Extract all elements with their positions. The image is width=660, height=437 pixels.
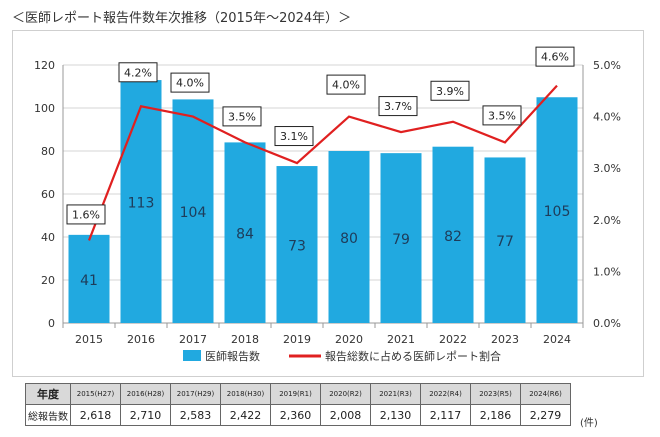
totals-table: 年度 2015(H27) 2016(H28) 2017(H29) 2018(H30) 2… (25, 383, 571, 426)
percent-label: 3.5% (228, 110, 256, 123)
bar-value-label: 77 (496, 234, 514, 250)
table-row-header-total: 総報告数 (26, 405, 71, 426)
bar-value-label: 84 (236, 227, 254, 243)
legend-swatch-bars (183, 350, 201, 361)
percent-label: 4.0% (332, 79, 360, 92)
x-tick-label: 2020 (335, 333, 363, 346)
bar-value-label: 105 (544, 204, 571, 220)
table-row: 総報告数 2,618 2,710 2,583 2,422 2,360 2,008 2,130… (26, 405, 571, 426)
table-header-year: 2019(R1) (271, 384, 321, 405)
page-title: ＜医師レポート報告件数年次推移（2015年～2024年）＞ (12, 7, 351, 26)
table-cell-total: 2,618 (71, 405, 121, 426)
table-cell-total: 2,117 (421, 405, 471, 426)
x-tick-label: 2015 (75, 333, 103, 346)
table-cell-total: 2,710 (121, 405, 171, 426)
table-row-header-year: 年度 (26, 384, 71, 405)
table-header-year: 2022(R4) (421, 384, 471, 405)
table-cell-total: 2,130 (371, 405, 421, 426)
y-tick-right: 0.0% (593, 317, 621, 330)
x-tick-label: 2016 (127, 333, 155, 346)
table-header-year: 2015(H27) (71, 384, 121, 405)
legend-label-bars: 医師報告数 (205, 350, 260, 363)
table-cell-total: 2,279 (521, 405, 571, 426)
combo-chart: 0 20 40 60 80 100 120 0.0% 1.0% 2.0% 3.0% 4.0% 5.0% 2… (13, 31, 643, 376)
bar-value-label: 113 (128, 196, 155, 212)
bar-value-label: 79 (392, 232, 410, 248)
legend-label-line: 報告総数に占める医師レポート割合 (325, 349, 501, 363)
y-tick-left: 40 (41, 231, 55, 244)
x-tick-label: 2024 (543, 333, 571, 346)
percent-label: 3.1% (280, 130, 308, 143)
y-tick-right: 3.0% (593, 162, 621, 175)
x-tick-label: 2023 (491, 333, 519, 346)
percent-label: 4.6% (541, 51, 569, 64)
y-tick-right: 4.0% (593, 111, 621, 124)
y-tick-left: 0 (48, 317, 55, 330)
table-header-year: 2021(R3) (371, 384, 421, 405)
table-cell-total: 2,186 (471, 405, 521, 426)
y-tick-left: 100 (34, 102, 55, 115)
table-header-row: 年度 2015(H27) 2016(H28) 2017(H29) 2018(H30) 2… (26, 384, 571, 405)
table-header-year: 2017(H29) (171, 384, 221, 405)
y-tick-right: 2.0% (593, 214, 621, 227)
table-cell-total: 2,360 (271, 405, 321, 426)
table-header-year: 2018(H30) (221, 384, 271, 405)
y-tick-left: 120 (34, 59, 55, 72)
table-header-year: 2024(R6) (521, 384, 571, 405)
legend: 医師報告数 報告総数に占める医師レポート割合 (183, 349, 501, 363)
bar-value-label: 80 (340, 231, 358, 247)
y-tick-left: 20 (41, 274, 55, 287)
percent-label: 3.9% (436, 85, 464, 98)
percent-label: 1.6% (72, 208, 100, 221)
table-header-year: 2016(H28) (121, 384, 171, 405)
x-tick-label: 2021 (387, 333, 415, 346)
x-tick-label: 2017 (179, 333, 207, 346)
percent-label: 3.7% (384, 100, 412, 113)
bar-value-label: 41 (80, 273, 98, 289)
table-header-year: 2020(R2) (321, 384, 371, 405)
chart-frame: 0 20 40 60 80 100 120 0.0% 1.0% 2.0% 3.0% 4.0% 5.0% 2… (12, 30, 644, 377)
table-cell-total: 2,008 (321, 405, 371, 426)
y-tick-left: 60 (41, 188, 55, 201)
y-tick-right: 1.0% (593, 265, 621, 278)
y-tick-right: 5.0% (593, 59, 621, 72)
percent-label: 4.0% (176, 77, 204, 90)
bar-value-label: 73 (288, 239, 306, 255)
x-tick-label: 2022 (439, 333, 467, 346)
x-tick-label: 2018 (231, 333, 259, 346)
y-tick-left: 80 (41, 145, 55, 158)
bar-value-label: 82 (444, 229, 462, 245)
table-cell-total: 2,422 (221, 405, 271, 426)
table-unit: (件) (580, 414, 598, 429)
table-header-year: 2023(R5) (471, 384, 521, 405)
percent-label: 3.5% (488, 109, 516, 122)
table-cell-total: 2,583 (171, 405, 221, 426)
x-tick-label: 2019 (283, 333, 311, 346)
percent-label: 4.2% (124, 66, 152, 79)
bar-value-label: 104 (180, 205, 207, 221)
